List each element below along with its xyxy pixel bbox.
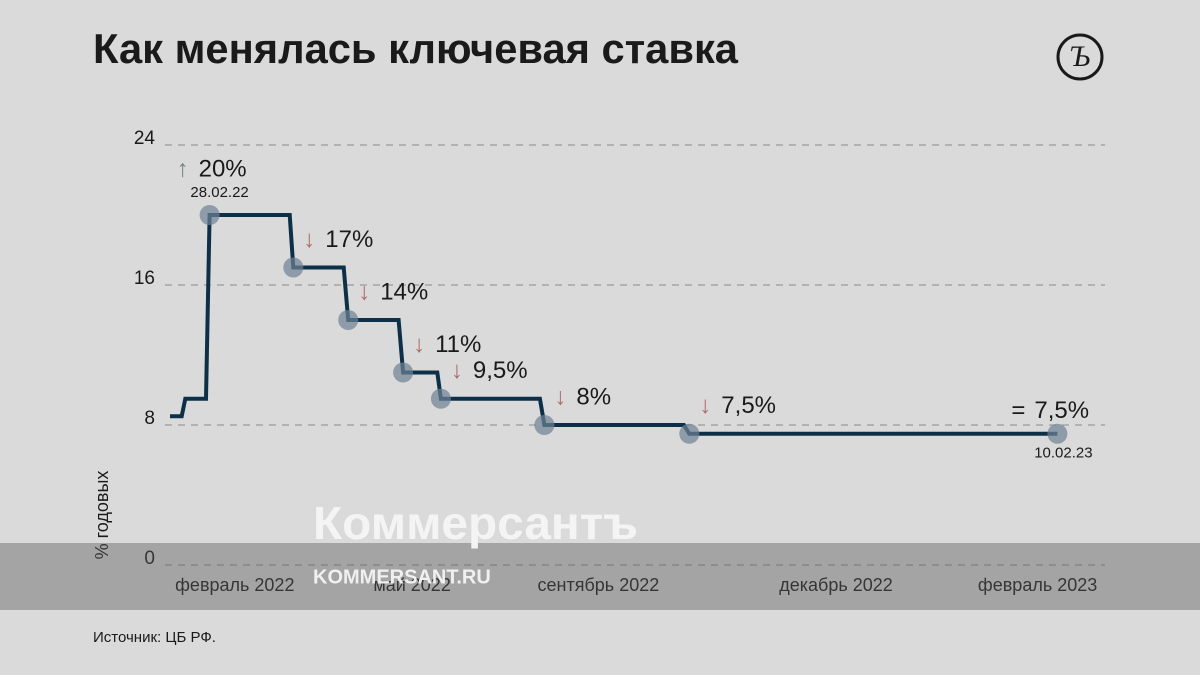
date-label: 28.02.22 — [190, 184, 248, 201]
rate-marker — [199, 205, 220, 225]
rate-marker — [283, 257, 304, 278]
watermark-brand: Коммерсантъ — [313, 497, 638, 549]
watermark-site: KOMMERSANT.RU — [313, 566, 491, 588]
source: Источник: ЦБ РФ. — [93, 629, 216, 646]
rate-marker — [338, 310, 359, 330]
change-arrow: ↓ — [303, 226, 315, 253]
x-tick-label: февраль 2022 — [175, 575, 294, 595]
svg-text:Ъ: Ъ — [1070, 40, 1090, 73]
value-label: 11% — [435, 331, 481, 358]
rate-marker — [1047, 423, 1068, 444]
value-label: 17% — [325, 226, 373, 253]
change-arrow: ↓ — [451, 357, 463, 384]
rate-line — [170, 213, 1058, 436]
value-label: 7,5% — [1034, 397, 1089, 424]
change-arrow: ↓ — [413, 331, 425, 358]
x-tick-label: февраль 2023 — [978, 575, 1097, 595]
value-label: 14% — [380, 278, 428, 305]
change-arrow: ↓ — [358, 278, 370, 305]
x-tick-label: сентябрь 2022 — [538, 575, 660, 595]
plot: 0 8 16 24 февраль 2022 май 2022 сентябрь 2022 д… — [134, 128, 1105, 595]
x-tick-label: май 2022 — [373, 575, 450, 595]
rate-marker — [430, 388, 451, 409]
date-label: 10.02.23 — [1034, 445, 1092, 462]
change-arrow: ↓ — [554, 383, 566, 410]
value-label: 8% — [576, 383, 611, 410]
value-label: 7,5% — [721, 392, 776, 419]
y-tick-label: 0 — [144, 548, 155, 569]
value-label: 20% — [199, 155, 247, 182]
change-arrow: ↑ — [177, 155, 189, 182]
rate-marker — [679, 423, 700, 444]
watermark: Коммерсантъ KOMMERSANT.RU — [0, 497, 1200, 610]
rate-marker — [534, 415, 555, 435]
y-tick-label: 24 — [134, 128, 156, 149]
change-arrow: ↓ — [699, 392, 711, 419]
y-axis-label: % годовых — [92, 471, 112, 560]
change-arrow: = — [1011, 397, 1025, 424]
y-tick-label: 16 — [134, 268, 155, 289]
rate-marker — [393, 362, 414, 383]
y-tick-label: 8 — [144, 408, 155, 429]
logo: Ъ — [1056, 33, 1104, 81]
value-label: 9,5% — [473, 357, 528, 384]
watermark-band — [0, 543, 1200, 610]
chart-title: Как менялась ключевая ставка — [93, 25, 739, 72]
x-tick-label: декабрь 2022 — [779, 575, 893, 595]
